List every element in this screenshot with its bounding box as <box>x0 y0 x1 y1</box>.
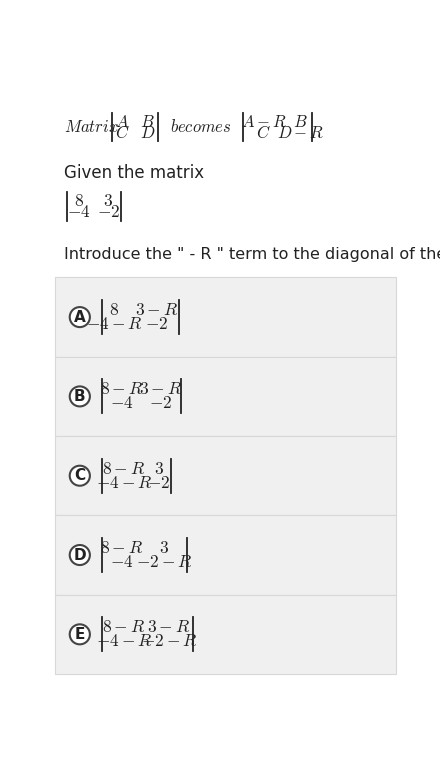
Text: $3$: $3$ <box>103 191 114 210</box>
Text: $-4$: $-4$ <box>110 553 133 571</box>
Text: $3-R$: $3-R$ <box>135 301 178 319</box>
Text: $-2$: $-2$ <box>97 203 120 222</box>
Text: $\mathit{becomes}$: $\mathit{becomes}$ <box>170 118 231 137</box>
Text: $8-R$: $8-R$ <box>100 539 143 557</box>
Text: $B$: $B$ <box>293 113 308 131</box>
Text: $8-R$: $8-R$ <box>100 381 143 398</box>
Bar <box>55 436 396 516</box>
Circle shape <box>70 625 90 645</box>
Text: $-2$: $-2$ <box>149 394 172 412</box>
Text: $-2$: $-2$ <box>145 315 168 333</box>
Text: D: D <box>73 547 86 563</box>
Text: $-2-R$: $-2-R$ <box>140 632 197 650</box>
Text: $-4-R$: $-4-R$ <box>85 315 142 333</box>
Text: $3-R$: $3-R$ <box>139 381 182 398</box>
Text: $3$: $3$ <box>154 460 164 478</box>
Text: $3-R$: $3-R$ <box>147 618 191 636</box>
Text: B: B <box>74 389 86 404</box>
Text: $D-R$: $D-R$ <box>277 124 324 142</box>
Text: Introduce the " - R " term to the diagonal of the matrix.: Introduce the " - R " term to the diagon… <box>64 247 440 262</box>
Text: $3$: $3$ <box>159 539 169 557</box>
Text: $B$: $B$ <box>140 113 154 131</box>
Text: $-4$: $-4$ <box>67 203 91 222</box>
Circle shape <box>70 307 90 327</box>
Circle shape <box>70 466 90 486</box>
Text: $\mathit{Matrix}$: $\mathit{Matrix}$ <box>64 118 119 137</box>
Text: $D$: $D$ <box>139 124 155 142</box>
Text: $C$: $C$ <box>115 124 130 142</box>
Text: $A-R$: $A-R$ <box>241 113 286 131</box>
Text: $-4$: $-4$ <box>110 394 133 412</box>
Bar <box>55 277 396 357</box>
Bar <box>55 357 396 436</box>
Text: Given the matrix: Given the matrix <box>64 164 205 182</box>
Text: $-2-R$: $-2-R$ <box>136 553 193 571</box>
Text: $8-R$: $8-R$ <box>103 460 146 478</box>
Text: $8-R$: $8-R$ <box>103 618 146 636</box>
Text: $A$: $A$ <box>115 113 129 131</box>
Text: $C$: $C$ <box>256 124 271 142</box>
Circle shape <box>70 545 90 565</box>
Text: $-4-R$: $-4-R$ <box>95 474 152 492</box>
Text: C: C <box>74 468 85 483</box>
Text: $-4-R$: $-4-R$ <box>95 632 152 650</box>
Text: $8$: $8$ <box>74 191 84 210</box>
Circle shape <box>70 387 90 406</box>
Text: A: A <box>74 310 86 324</box>
Bar <box>55 516 396 594</box>
Text: E: E <box>75 627 85 642</box>
Bar <box>55 594 396 674</box>
Text: $-2$: $-2$ <box>147 474 170 492</box>
Text: $8$: $8$ <box>109 301 119 319</box>
